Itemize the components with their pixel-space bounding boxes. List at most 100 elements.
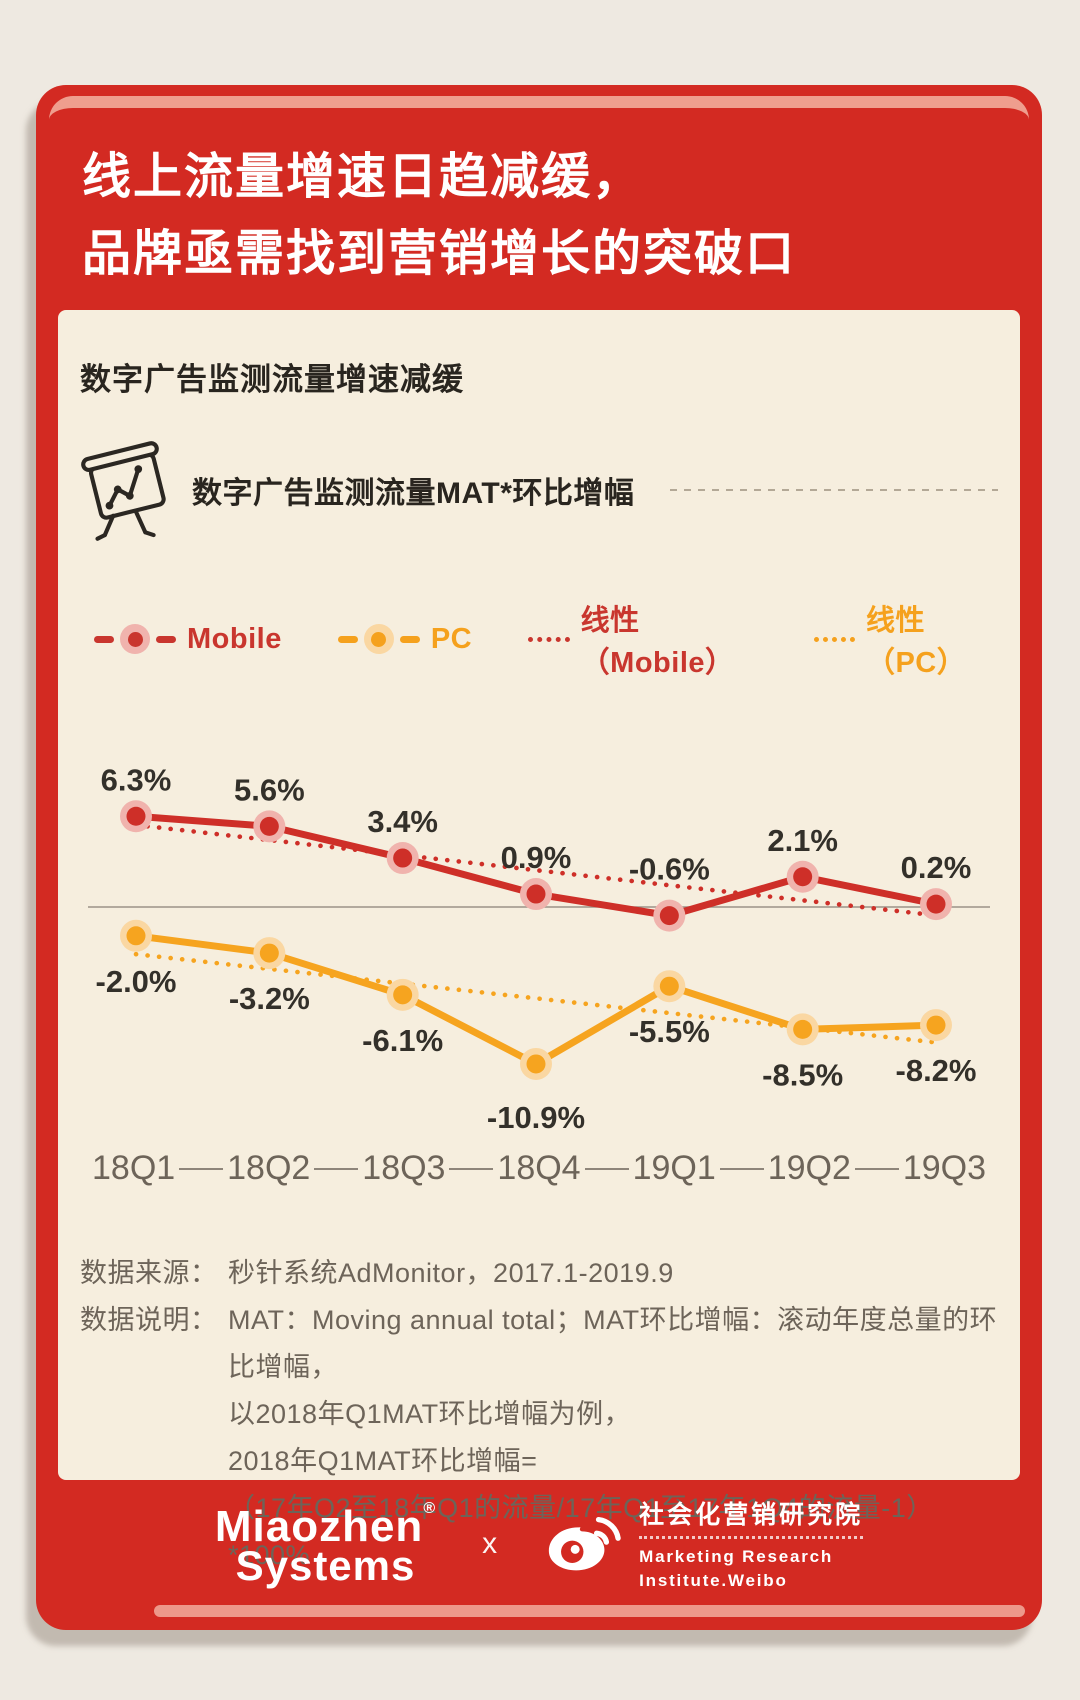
data-point	[126, 926, 146, 946]
data-label: 5.6%	[234, 772, 305, 807]
data-label: -10.9%	[487, 1100, 585, 1135]
weibo-institute-logo: 社会化营销研究院 Marketing Research Institute.We…	[543, 1495, 864, 1593]
data-point	[793, 1019, 813, 1039]
registered-mark: ®	[423, 1500, 437, 1517]
data-label: -0.6%	[629, 852, 710, 887]
legend-line-dot-marker	[337, 624, 420, 654]
legend: Mobile PC 线性（Mobile） 线性（PC）	[80, 597, 998, 681]
x-axis-connector-line	[179, 1167, 224, 1170]
legend-marker-dot	[371, 631, 387, 647]
x-axis-connector-line	[449, 1167, 494, 1170]
page-title: 线上流量增速日趋减缓， 品牌亟需找到营销增长的突破口	[36, 85, 1042, 294]
content-panel: 数字广告监测流量增速减缓	[58, 310, 1020, 1570]
data-point	[793, 867, 813, 887]
x-axis-label: 19Q2	[767, 1149, 851, 1187]
legend-marker-part	[363, 624, 394, 654]
data-label: -6.1%	[362, 1023, 443, 1058]
data-point	[393, 985, 413, 1005]
red-card: 线上流量增速日趋减缓， 品牌亟需找到营销增长的突破口 数字广告监测流量增速减缓	[36, 85, 1042, 1630]
presentation-board-icon	[81, 441, 166, 541]
legend-marker-part	[337, 635, 358, 643]
x-axis-label: 18Q1	[92, 1149, 176, 1187]
legend-item: PC	[337, 622, 473, 656]
legend-dotted-marker	[813, 636, 855, 642]
data-label: 6.3%	[101, 762, 172, 797]
legend-marker-dot	[127, 631, 143, 647]
footnotes: 数据来源： 秒针系统AdMonitor，2017.1-2019.9 数据说明： …	[80, 1250, 998, 1579]
x-axis-connector-line	[719, 1167, 764, 1170]
weibo-eye-icon	[548, 1516, 621, 1571]
legend-line-dot-marker	[94, 624, 176, 654]
x-axis-label: 18Q4	[497, 1149, 581, 1187]
trendline-mobile	[133, 822, 939, 918]
chart-title: 数字广告监测流量MAT*环比增幅	[192, 477, 635, 510]
legend-marker-part	[120, 624, 150, 654]
data-label: -2.0%	[96, 964, 177, 999]
data-label: 3.4%	[367, 804, 438, 839]
legend-label: PC	[430, 622, 473, 655]
x-axis-connector-line	[314, 1167, 359, 1170]
legend-label: 线性（PC）	[865, 605, 967, 679]
data-point	[659, 906, 679, 926]
data-source-text: 秒针系统AdMonitor，2017.1-2019.9	[228, 1258, 674, 1288]
data-point	[393, 848, 413, 868]
institute-en-line2: Institute.Weibo	[639, 1571, 788, 1590]
data-label: 0.9%	[501, 840, 572, 875]
legend-marker-part	[156, 635, 176, 643]
miaozhen-systems: Systems	[235, 1542, 416, 1589]
x-axis-label: 19Q3	[902, 1149, 987, 1187]
data-description-label: 数据说明：	[80, 1304, 218, 1335]
data-source-row: 数据来源： 秒针系统AdMonitor，2017.1-2019.9	[80, 1250, 998, 1297]
section-title: 数字广告监测流量增速减缓	[80, 362, 464, 397]
data-point	[526, 1054, 546, 1074]
miaozhen-name: Miaozhen	[214, 1502, 424, 1551]
data-label: 0.2%	[901, 850, 972, 885]
institute-text: 社会化营销研究院 Marketing Research Institute.We…	[639, 1495, 864, 1593]
page-title-line1: 线上流量增速日趋减缓，	[82, 150, 644, 204]
dotted-leader-line	[670, 489, 998, 491]
legend-marker-part	[399, 635, 420, 643]
data-point	[126, 806, 146, 826]
data-point	[259, 943, 279, 963]
x-axis-label: 18Q3	[362, 1149, 446, 1187]
data-label: -8.5%	[762, 1057, 843, 1092]
data-description-line: MAT：Moving annual total；MAT环比增幅：滚动年度总量的环…	[228, 1304, 998, 1382]
x-axis-connector-line	[854, 1167, 899, 1170]
data-source-label: 数据来源：	[80, 1258, 218, 1288]
miaozhen-logo: Miaozhen® Systems	[215, 1501, 436, 1587]
legend-marker-part	[94, 635, 114, 643]
chart-heading-row: 数字广告监测流量MAT*环比增幅	[80, 437, 998, 543]
data-description-row: 数据说明： MAT：Moving annual total；MAT环比增幅：滚动…	[80, 1297, 998, 1579]
legend-label: 线性（Mobile）	[580, 605, 735, 679]
institute-en-line1: Marketing Research	[639, 1547, 834, 1567]
institute-name-en: Marketing Research Institute.Weibo	[639, 1545, 863, 1593]
legend-dotted-marker	[528, 636, 570, 642]
legend-item: 线性（PC）	[813, 597, 999, 681]
data-description-line: 2018年Q1MAT环比增幅=	[228, 1445, 538, 1476]
data-label: -8.2%	[896, 1053, 977, 1088]
data-point	[926, 894, 946, 914]
card-bottom-highlight	[154, 1605, 1025, 1617]
data-description-line: （17年Q2至18年Q1的流量/17年Q1至17年1Q4的流量-1）*100%	[228, 1492, 934, 1570]
x-axis-connector-line	[584, 1167, 629, 1170]
page-title-line2: 品牌亟需找到营销增长的突破口	[82, 227, 797, 282]
institute-dotted-divider	[639, 1536, 864, 1540]
legend-item: 线性（Mobile）	[528, 597, 757, 681]
x-axis-label: 18Q2	[227, 1149, 311, 1187]
data-point	[659, 976, 679, 996]
x-axis-label: 19Q1	[632, 1149, 716, 1187]
data-point	[526, 884, 546, 904]
miaozhen-wordmark: Miaozhen®	[215, 1501, 436, 1549]
data-description-line: 以2018年Q1MAT环比增幅为例，	[228, 1398, 632, 1429]
institute-name-cn: 社会化营销研究院	[639, 1501, 864, 1530]
data-description-lines: MAT：Moving annual total；MAT环比增幅：滚动年度总量的环…	[228, 1297, 998, 1579]
legend-label: Mobile	[187, 622, 282, 655]
data-label: -3.2%	[229, 981, 310, 1016]
data-label: -5.5%	[629, 1014, 710, 1049]
trend-chart: 6.3% 5.6% 3.4% 0.9% -0.6% 2.1% 0.2% -2.0% -3.2% -…	[88, 762, 990, 1135]
x-axis: 18Q1 18Q2 18Q3 18Q4 19Q1 19Q2 19Q3	[80, 1149, 998, 1188]
legend-item: Mobile	[94, 623, 282, 656]
data-label: 2.1%	[767, 823, 838, 858]
data-point	[259, 816, 279, 836]
